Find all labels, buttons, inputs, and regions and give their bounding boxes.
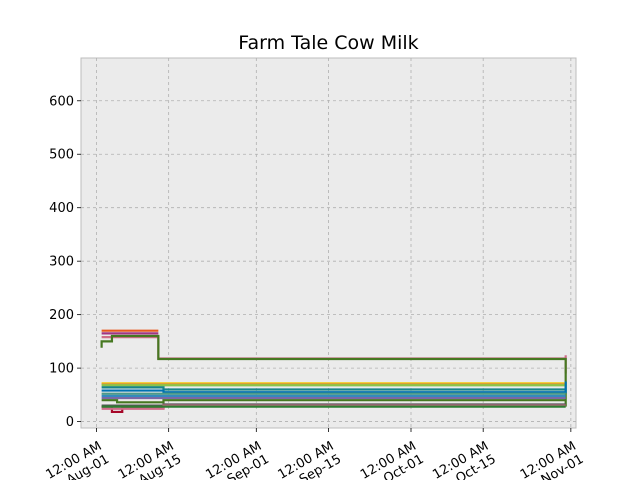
y-tick-label: 0 <box>66 415 74 430</box>
y-tick-label: 300 <box>49 255 74 270</box>
y-tick-label: 400 <box>49 201 74 216</box>
chart-title: Farm Tale Cow Milk <box>238 32 418 54</box>
grid <box>81 58 576 428</box>
y-tick-label: 100 <box>49 362 74 377</box>
series-layer <box>100 329 567 414</box>
series-line <box>101 381 567 394</box>
y-axis: 0 100 200 300 400 500 600 <box>49 94 81 430</box>
series-line <box>101 386 566 391</box>
series-line <box>101 399 566 404</box>
series-line <box>100 334 567 407</box>
y-tick-label: 600 <box>49 94 74 109</box>
y-tick-label: 500 <box>49 148 74 163</box>
y-tick-label: 200 <box>49 308 74 323</box>
